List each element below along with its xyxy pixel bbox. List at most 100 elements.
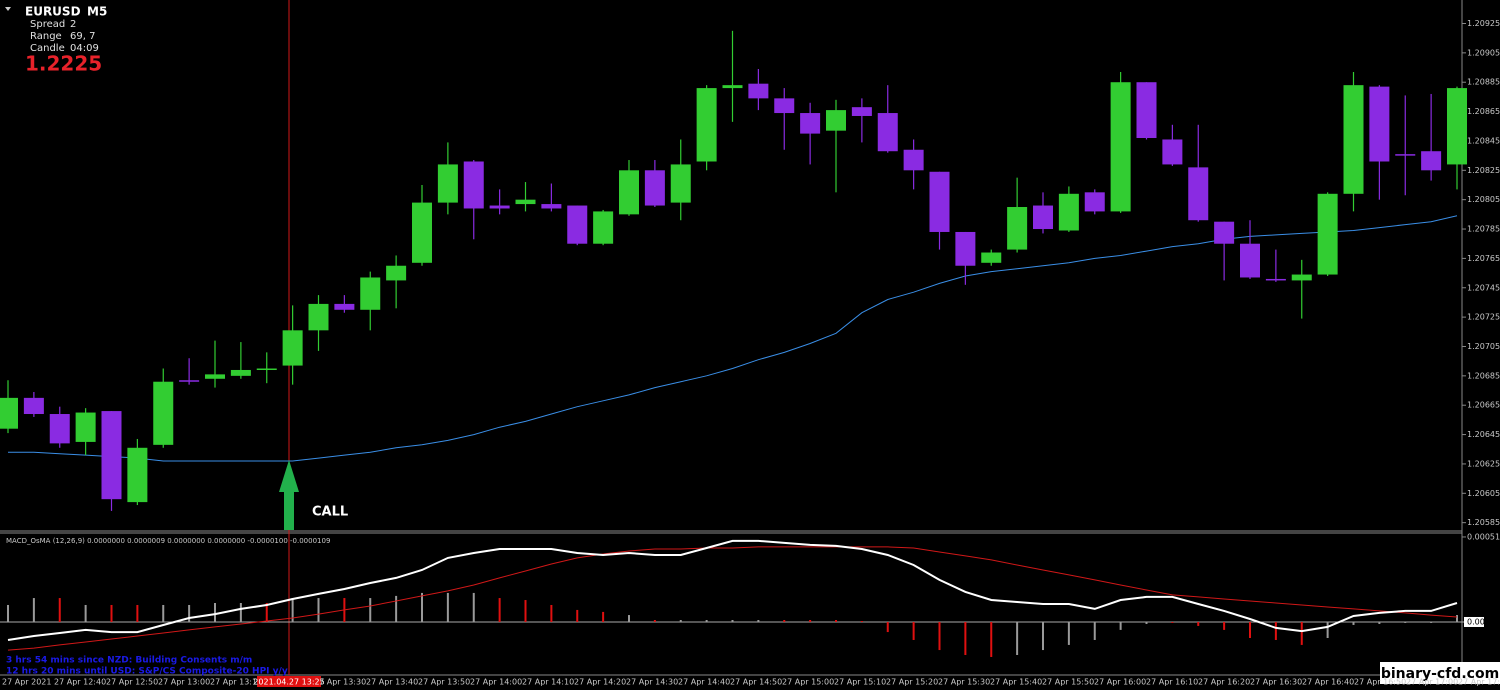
watermark-bg (1380, 662, 1500, 684)
time-label: 27 Apr 16:30 (1250, 678, 1302, 687)
timeframe: M5 (87, 5, 107, 19)
time-label: 27 Apr 16:20 (1198, 678, 1250, 687)
main-line (7, 539, 1458, 641)
candle-body (437, 164, 458, 203)
candle-body (722, 85, 743, 89)
cursor-label-bg (257, 676, 321, 687)
news-line: 3 hrs 54 mins since NZD: Building Consen… (6, 656, 252, 666)
y-tick-label: 1.20685 (1467, 371, 1500, 380)
time-label: 27 Apr 13:30 (314, 678, 366, 687)
candle-body (593, 211, 614, 244)
y-tick-label: 1.20885 (1467, 78, 1500, 87)
y-tick-label: 1.20745 (1467, 283, 1500, 292)
time-label: 27 Apr 13:10 (210, 678, 262, 687)
cursor-label: 2021.04.27 13:25 (253, 678, 324, 687)
time-label: 27 Apr 14:50 (730, 678, 782, 687)
y-tick-label: 1.20705 (1467, 342, 1500, 351)
y-tick-label: 1.20765 (1467, 254, 1500, 263)
y-tick-label: 1.20825 (1467, 166, 1500, 175)
candle-body (1188, 167, 1209, 221)
candle-body (205, 374, 225, 379)
y-tick-label: 0.000515 (1467, 532, 1500, 541)
candle-body (386, 265, 407, 281)
y-tick-label: 1.20625 (1467, 459, 1500, 468)
time-label: 27 Apr 15:50 (1042, 678, 1094, 687)
candle-body (1369, 86, 1390, 162)
time-label: 27 Apr 12:50 (106, 678, 158, 687)
time-label: 27 Apr 15:40 (990, 678, 1042, 687)
candle-body (0, 397, 18, 429)
time-label: 27 Apr 16:50 (1354, 678, 1406, 687)
price-panel: 1.20925 1.20905 1.20885 1.20865 1.20845 1.208… (0, 19, 1500, 527)
candle-body (412, 202, 432, 263)
candle-body (877, 113, 898, 152)
time-label: 27 Apr 15:00 (782, 678, 834, 687)
candle-body (851, 107, 872, 116)
candle-body (1343, 85, 1364, 194)
time-label: 27 Apr 13:00 (158, 678, 210, 687)
candle-body (256, 368, 277, 371)
candle-body (230, 369, 251, 376)
news-line: 12 hrs 20 mins until USD: S&P/CS Composi… (6, 667, 288, 677)
time-label: 27 Apr 15:20 (886, 678, 938, 687)
candle-body (1447, 88, 1467, 165)
candle-body (75, 412, 96, 442)
time-label: 27 Apr 2021 (2, 678, 51, 687)
symbol: EURUSD (25, 5, 81, 19)
candle-body (1214, 221, 1235, 244)
candle-body (127, 447, 148, 503)
news: 3 hrs 54 mins since NZD: Building Consen… (6, 656, 288, 677)
info-label: Candle (30, 43, 65, 54)
y-tick-label: 0.00 (1467, 617, 1485, 626)
signal-line (7, 546, 1458, 651)
y-tick-label: 1.20665 (1467, 401, 1500, 410)
candle-body (101, 411, 122, 500)
time-label: 27 Apr 14:40 (678, 678, 730, 687)
candle-body (1007, 207, 1028, 250)
candle-body (489, 205, 510, 209)
candle-body (619, 170, 639, 215)
time-label: 27 Apr 14:00 (470, 678, 522, 687)
candle-body (903, 149, 924, 171)
candle-body (49, 414, 70, 444)
y-tick-label: 1.20865 (1467, 107, 1500, 116)
current-price: 1.2225 (25, 52, 102, 76)
watermark: binary-cfd.com (1381, 666, 1499, 682)
time-label: 27 Apr 14:10 (522, 678, 574, 687)
time-label: 27 Apr 16:10 (1146, 678, 1198, 687)
candle-body (282, 330, 303, 366)
time-label: 27 Apr 16:40 (1302, 678, 1354, 687)
candle-body (308, 303, 329, 331)
candle-body (541, 204, 562, 209)
time-label: 27 Apr 14:20 (574, 678, 626, 687)
candle-body (360, 277, 381, 310)
candle-body (1291, 274, 1312, 281)
candle-body (1265, 278, 1286, 281)
candle-body (515, 199, 536, 205)
candle-body (1162, 139, 1183, 165)
candle-body (955, 231, 976, 266)
time-label: 27 Apr 16:00 (1094, 678, 1146, 687)
info-value: 69, 7 (70, 31, 95, 42)
macd-title: MACD_OsMA (12,26,9) 0.0000000 0.0000009 … (6, 537, 330, 545)
y-tick-label: 1.20805 (1467, 195, 1500, 204)
info-label: Spread (30, 19, 65, 30)
candle-body (826, 110, 846, 131)
time-label: 27 Apr 15:10 (834, 678, 886, 687)
candle-body (1240, 243, 1260, 278)
time-label: 27 Apr 13:50 (418, 678, 470, 687)
call-arrow (279, 460, 299, 530)
candle-body (800, 113, 821, 134)
candle-body (1395, 154, 1416, 156)
candle-body (153, 381, 174, 445)
candle-body (929, 171, 950, 232)
y-tick-box (1464, 616, 1484, 627)
time-label: 27 Apr 17:00 (1406, 678, 1458, 687)
candle-body (644, 170, 665, 206)
candle-body (1033, 205, 1053, 230)
info-value: 2 (70, 19, 76, 30)
candle-body (1110, 82, 1131, 212)
